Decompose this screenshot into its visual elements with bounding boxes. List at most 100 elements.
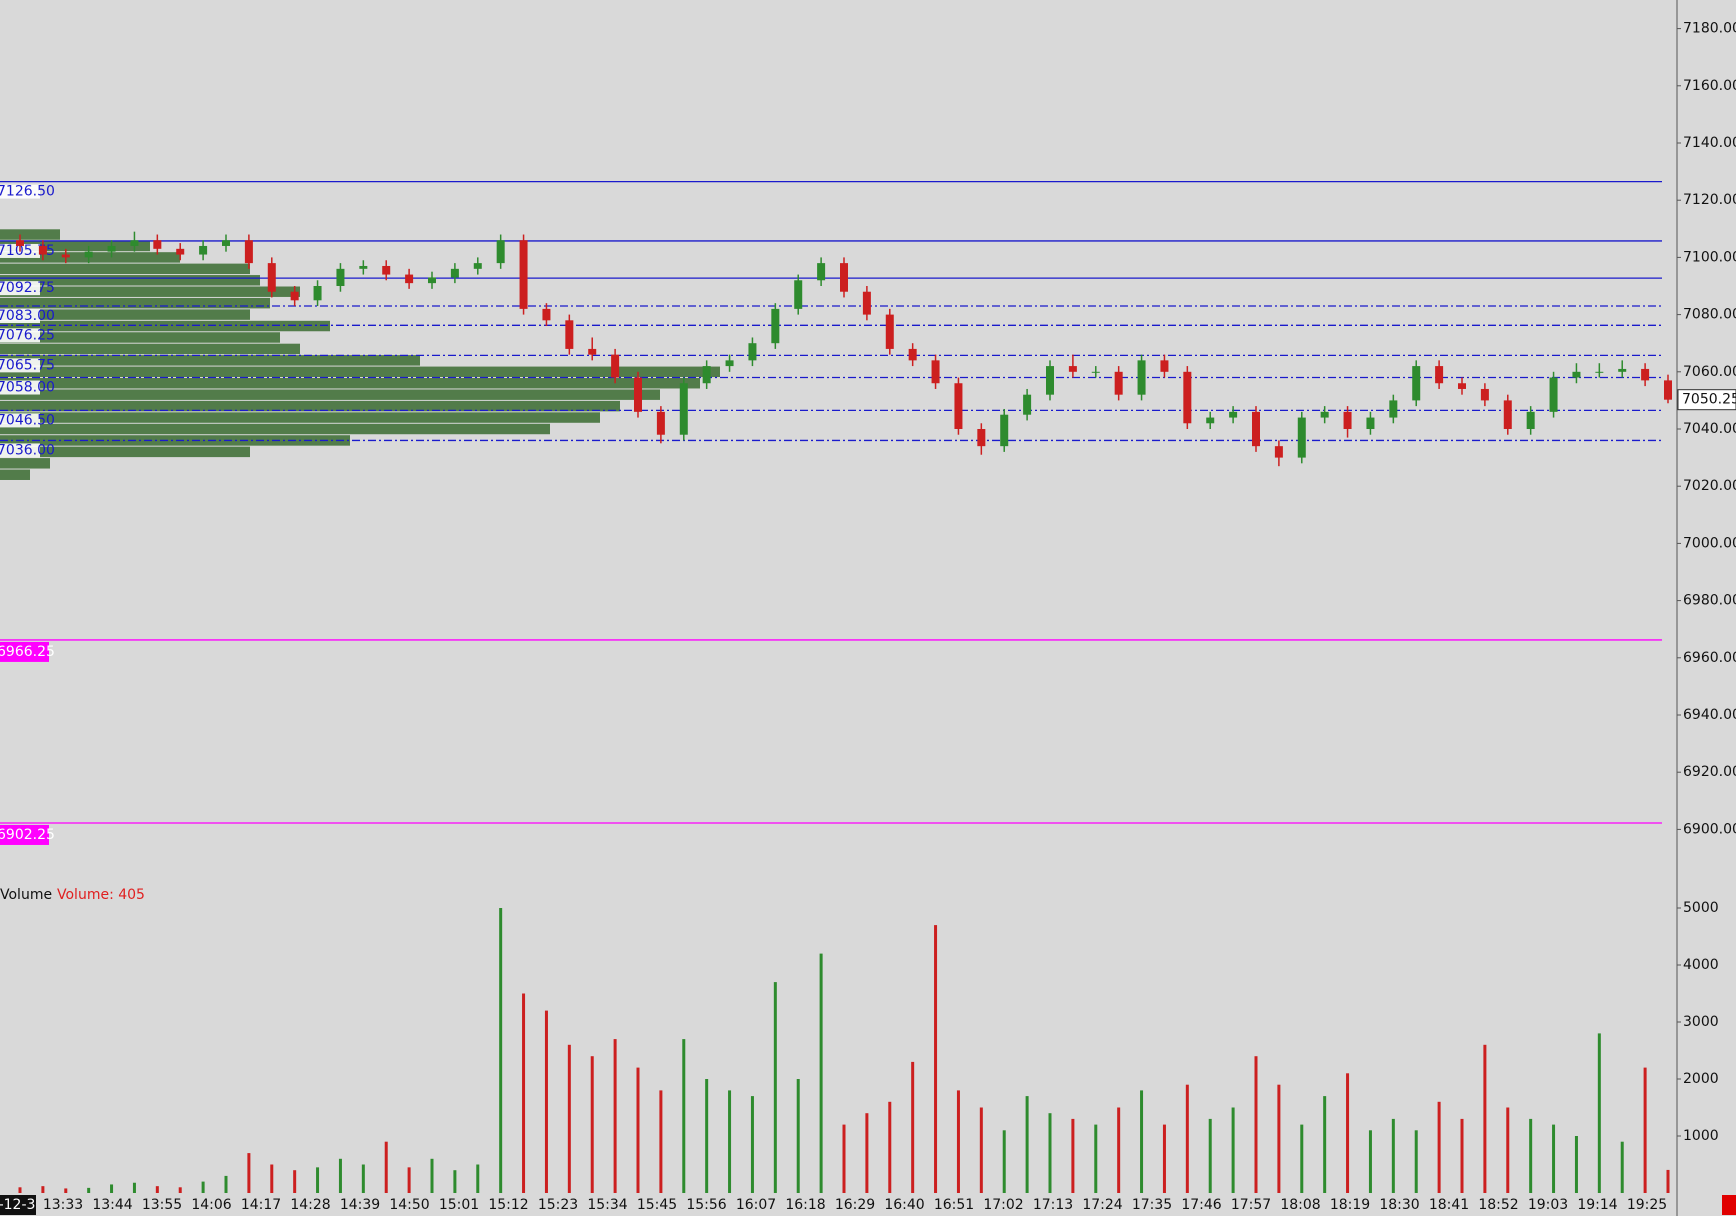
level-label: 7092.75 bbox=[0, 280, 55, 296]
x-tick-label: 18:41 bbox=[1429, 1197, 1469, 1213]
candle-body bbox=[817, 263, 826, 281]
x-tick-label: 13:33 bbox=[43, 1197, 83, 1213]
volume-bar bbox=[1552, 1124, 1556, 1193]
volume-bar bbox=[1346, 1073, 1350, 1193]
x-tick-label: 16:07 bbox=[736, 1197, 776, 1213]
x-tick-label: 16:29 bbox=[835, 1197, 875, 1213]
candle-body bbox=[1366, 417, 1375, 429]
profile-bar bbox=[0, 343, 300, 355]
volume-bar bbox=[934, 925, 938, 1193]
x-tick-label: 15:34 bbox=[587, 1197, 627, 1213]
y-tick-label: 7160.00 bbox=[1683, 78, 1736, 94]
volume-bar bbox=[407, 1167, 411, 1193]
profile-bar bbox=[0, 286, 300, 297]
candle-body bbox=[1664, 380, 1672, 400]
volume-bar bbox=[1025, 1096, 1029, 1193]
volume-bar bbox=[178, 1187, 182, 1193]
candle-body bbox=[1480, 388, 1489, 401]
y-tick-label: 6900.00 bbox=[1683, 821, 1736, 837]
candle-body bbox=[679, 383, 688, 435]
y-tick-label: 7100.00 bbox=[1683, 249, 1736, 265]
volume-bar bbox=[361, 1164, 365, 1193]
volume-bar bbox=[453, 1170, 457, 1193]
volume-bar bbox=[338, 1158, 342, 1193]
profile-bar bbox=[0, 469, 30, 480]
candle-body bbox=[1183, 371, 1192, 424]
candle-body bbox=[222, 240, 230, 246]
y-tick-label: 7020.00 bbox=[1683, 478, 1736, 494]
x-tick-label: 15:56 bbox=[686, 1197, 726, 1213]
x-tick-label: 15:23 bbox=[538, 1197, 578, 1213]
level-label-bg bbox=[0, 184, 40, 199]
profile-bar bbox=[0, 412, 600, 423]
volume-bar bbox=[682, 1039, 686, 1193]
candle-body bbox=[1458, 383, 1466, 389]
candle-body bbox=[1114, 371, 1123, 395]
volume-bar bbox=[1391, 1118, 1395, 1193]
candle-body bbox=[84, 251, 93, 258]
volume-bar bbox=[476, 1164, 480, 1193]
candle-body bbox=[1641, 368, 1650, 381]
profile-bar bbox=[0, 446, 250, 458]
x-tick-label: 17:35 bbox=[1132, 1197, 1172, 1213]
candle-body bbox=[382, 265, 391, 275]
x-tick-label: 17:24 bbox=[1082, 1197, 1122, 1213]
x-tick-label: 16:51 bbox=[934, 1197, 974, 1213]
y-tick-label: 7080.00 bbox=[1683, 307, 1736, 323]
candle-body bbox=[862, 291, 871, 315]
candle-body bbox=[634, 377, 642, 412]
volume-bar bbox=[522, 993, 526, 1193]
level-label-bg bbox=[0, 824, 49, 845]
volume-bar bbox=[1185, 1084, 1189, 1193]
y-tick-label: 6940.00 bbox=[1683, 707, 1736, 723]
volume-bar bbox=[1231, 1107, 1235, 1193]
volume-bar bbox=[201, 1181, 205, 1193]
x-tick-label: 14:28 bbox=[290, 1197, 330, 1213]
candle-body bbox=[1297, 417, 1306, 458]
profile-bar bbox=[0, 435, 350, 446]
candle-body bbox=[1549, 377, 1558, 412]
profile-bar bbox=[0, 297, 270, 309]
candle-body bbox=[336, 268, 345, 286]
candle-body bbox=[702, 366, 711, 384]
candle-body bbox=[176, 248, 185, 255]
volume-bar bbox=[1483, 1044, 1487, 1193]
volume-bar bbox=[384, 1141, 388, 1193]
level-label: 7083.00 bbox=[0, 308, 55, 324]
profile-bar bbox=[0, 263, 250, 275]
volume-bar bbox=[1506, 1107, 1510, 1193]
volume-bar bbox=[773, 982, 777, 1193]
volume-bar bbox=[1300, 1124, 1304, 1193]
last-price-bg bbox=[1677, 389, 1736, 411]
y-tick-label: 7120.00 bbox=[1683, 192, 1736, 208]
candle-body bbox=[107, 245, 116, 252]
y-tick-label: 6960.00 bbox=[1683, 650, 1736, 666]
volume-bar bbox=[979, 1107, 983, 1193]
candle-body bbox=[1343, 411, 1352, 429]
candle-body bbox=[656, 411, 665, 435]
candle-body bbox=[1320, 411, 1329, 418]
candle-body bbox=[473, 263, 482, 269]
x-tick-label: 19:03 bbox=[1528, 1197, 1568, 1213]
level-label: 6966.25 bbox=[0, 644, 55, 660]
candle-body bbox=[313, 286, 322, 301]
volume-tick-label: 1000 bbox=[1683, 1128, 1719, 1144]
volume-bar bbox=[1574, 1136, 1578, 1193]
x-tick-label: 19:25 bbox=[1627, 1197, 1667, 1213]
volume-bar bbox=[1460, 1118, 1464, 1193]
candle-body bbox=[908, 348, 917, 361]
volume-bar bbox=[750, 1096, 754, 1193]
volume-tick-label: 2000 bbox=[1683, 1071, 1719, 1087]
volume-value-label: Volume: 405 bbox=[57, 887, 145, 903]
x-tick-label: 14:39 bbox=[340, 1197, 380, 1213]
volume-bar bbox=[1094, 1124, 1098, 1193]
y-tick-label: 7060.00 bbox=[1683, 364, 1736, 380]
volume-bar bbox=[1437, 1101, 1441, 1193]
volume-bar bbox=[865, 1113, 869, 1193]
volume-bar bbox=[1597, 1033, 1601, 1193]
volume-bar bbox=[1140, 1090, 1144, 1193]
candle-body bbox=[61, 254, 70, 258]
profile-bar bbox=[0, 389, 660, 400]
profile-bar bbox=[0, 332, 280, 343]
candle-body bbox=[244, 240, 253, 264]
